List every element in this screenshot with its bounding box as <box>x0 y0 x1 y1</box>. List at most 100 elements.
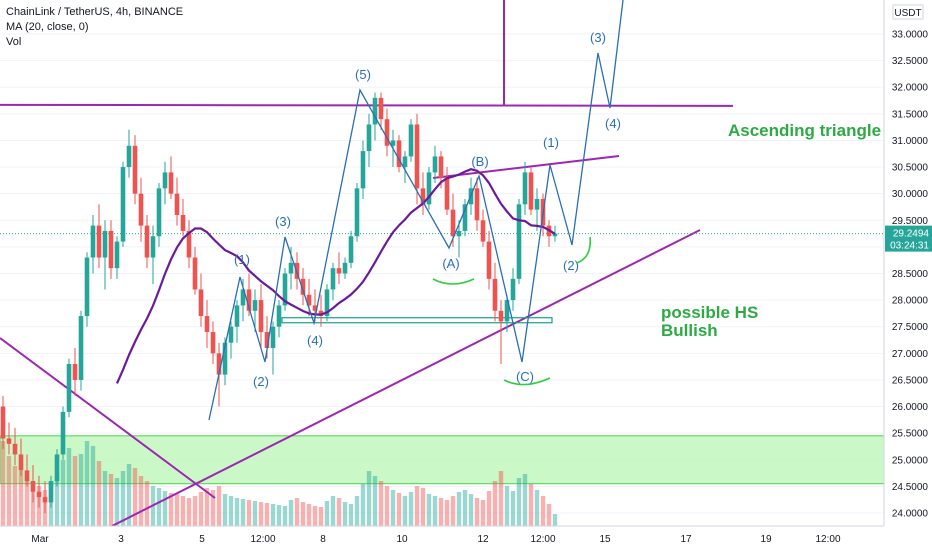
candle[interactable] <box>276 300 282 338</box>
candle[interactable] <box>186 220 192 269</box>
candle[interactable] <box>324 284 330 322</box>
candle[interactable] <box>210 321 216 364</box>
candle[interactable] <box>48 475 54 508</box>
candle[interactable] <box>138 177 144 242</box>
triangle-upper-line[interactable] <box>432 155 620 179</box>
head-arc[interactable] <box>503 377 551 386</box>
candle[interactable] <box>486 230 492 290</box>
candle[interactable] <box>270 321 276 375</box>
candle[interactable] <box>300 268 306 306</box>
candle[interactable] <box>420 172 426 215</box>
candle[interactable] <box>354 183 360 242</box>
candle[interactable] <box>234 300 240 343</box>
candle[interactable] <box>546 220 552 247</box>
candle[interactable] <box>90 214 96 274</box>
candle[interactable] <box>114 236 120 279</box>
candle[interactable] <box>402 151 408 184</box>
candle[interactable] <box>150 225 156 285</box>
resistance-line[interactable] <box>0 103 734 107</box>
candle[interactable] <box>342 257 348 279</box>
candle[interactable] <box>528 167 534 215</box>
candle[interactable] <box>156 183 162 247</box>
candle[interactable] <box>12 427 18 466</box>
candle[interactable] <box>534 188 540 231</box>
candle[interactable] <box>18 438 24 476</box>
candle[interactable] <box>366 113 372 168</box>
candle[interactable] <box>444 167 450 215</box>
price-axis[interactable]: 33.0000 32.5000 32.0000 31.5000 31.0000 30.50… <box>883 0 932 550</box>
candle[interactable] <box>516 198 522 285</box>
candle[interactable] <box>66 358 72 418</box>
candle-body <box>300 278 306 295</box>
candle[interactable] <box>360 140 366 199</box>
symbol-title[interactable]: ChainLink / TetherUS, 4h, BINANCE <box>6 6 184 18</box>
candle[interactable] <box>510 268 516 311</box>
candle[interactable] <box>282 268 288 311</box>
candle[interactable] <box>78 310 84 391</box>
candle[interactable] <box>0 395 6 450</box>
candle[interactable] <box>498 300 504 364</box>
candle[interactable] <box>408 119 414 162</box>
candle[interactable] <box>30 465 36 503</box>
candle[interactable] <box>102 220 108 290</box>
right-shoulder-arc[interactable] <box>576 236 592 264</box>
candle[interactable] <box>462 198 468 237</box>
descending-trendline[interactable] <box>0 337 216 499</box>
volume-indicator-label[interactable]: Vol <box>6 36 22 48</box>
elliott-wave-path[interactable] <box>208 0 624 421</box>
candle[interactable] <box>174 177 180 226</box>
candle[interactable] <box>162 161 168 205</box>
candle[interactable] <box>384 108 390 157</box>
candle[interactable] <box>456 220 462 258</box>
candle[interactable] <box>84 252 90 327</box>
demand-zone[interactable] <box>0 435 885 485</box>
candle[interactable] <box>96 204 102 269</box>
candle[interactable] <box>432 145 438 184</box>
candle[interactable] <box>192 246 198 295</box>
candle[interactable] <box>180 198 186 237</box>
candle[interactable] <box>396 135 402 173</box>
candle[interactable] <box>144 214 150 269</box>
candle[interactable] <box>42 481 48 513</box>
candle[interactable] <box>414 113 420 205</box>
candle[interactable] <box>6 422 12 455</box>
candle[interactable] <box>306 278 312 317</box>
candle[interactable] <box>348 230 354 269</box>
volume-bar <box>396 493 402 526</box>
candle[interactable] <box>330 262 336 301</box>
moving-average-line[interactable] <box>115 168 556 384</box>
candle[interactable] <box>168 156 174 199</box>
candle[interactable] <box>36 475 42 508</box>
time-axis[interactable]: Mar 3 5 12:00 8 10 12 12:00 15 17 19 12:00 <box>0 525 932 550</box>
candle[interactable] <box>492 262 498 322</box>
candle[interactable] <box>54 449 60 487</box>
candle[interactable] <box>336 252 342 285</box>
candle[interactable] <box>108 220 114 279</box>
candle[interactable] <box>132 135 138 205</box>
candle[interactable] <box>378 92 384 130</box>
candle[interactable] <box>426 167 432 210</box>
candle[interactable] <box>24 454 30 487</box>
candle[interactable] <box>474 177 480 231</box>
candle[interactable] <box>120 161 126 247</box>
candle[interactable] <box>258 284 264 349</box>
candle[interactable] <box>522 161 528 215</box>
candle[interactable] <box>252 289 258 333</box>
candle[interactable] <box>504 294 510 333</box>
neckline-band[interactable] <box>281 317 553 324</box>
left-shoulder-arc[interactable] <box>432 278 475 285</box>
ascending-trendline[interactable] <box>111 229 701 527</box>
candle[interactable] <box>204 300 210 349</box>
candle[interactable] <box>72 348 78 396</box>
candle[interactable] <box>198 273 204 327</box>
time-tick-label: 12:00 <box>530 534 555 545</box>
currency-label[interactable]: USDT <box>892 4 924 20</box>
candle[interactable] <box>60 406 66 460</box>
candle[interactable] <box>126 129 132 178</box>
ma-indicator-label[interactable]: MA (20, close, 0) <box>6 21 89 33</box>
candle[interactable] <box>318 294 324 327</box>
candle[interactable] <box>228 321 234 359</box>
candle[interactable] <box>480 209 486 247</box>
